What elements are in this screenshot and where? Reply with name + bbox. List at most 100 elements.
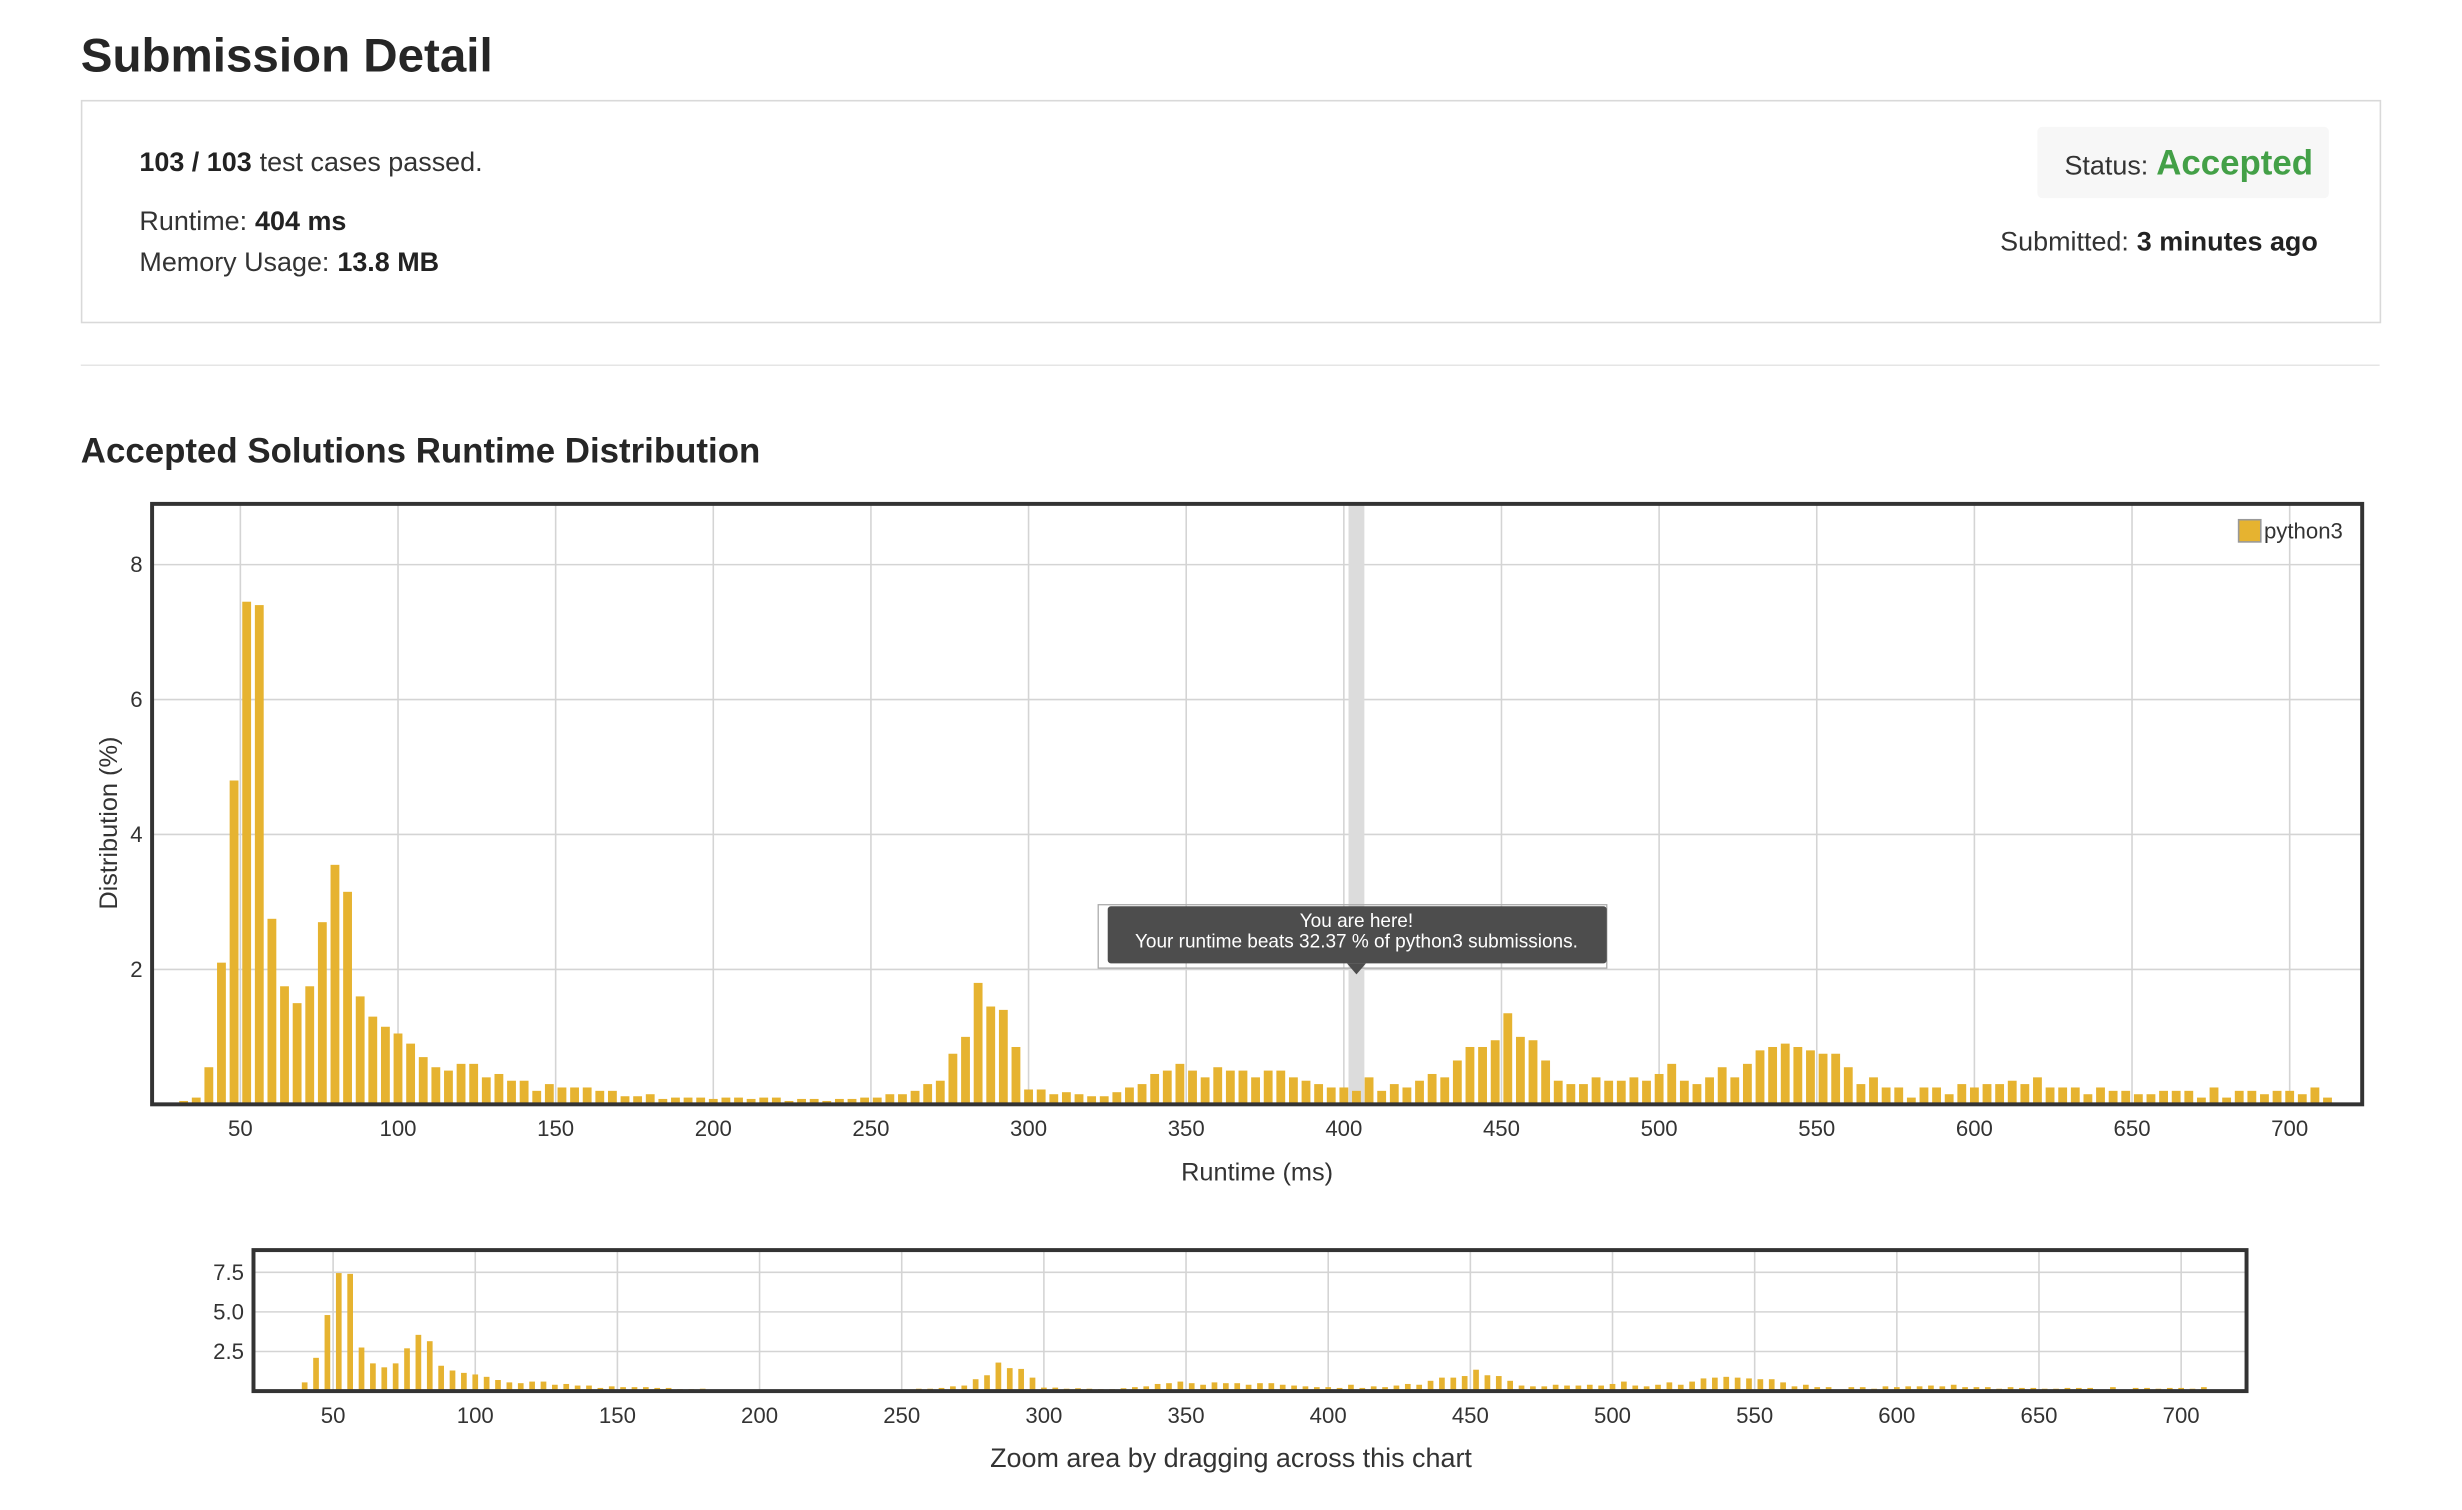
bar <box>544 1084 554 1105</box>
bar <box>330 864 340 1105</box>
y-tick-label: 7.5 <box>213 1260 244 1285</box>
runtime-value: 404 ms <box>255 206 346 236</box>
bar <box>301 1382 308 1392</box>
bar <box>1377 1090 1387 1105</box>
legend-swatch[interactable] <box>2237 518 2262 543</box>
bar <box>986 1006 996 1105</box>
bar <box>1667 1063 1677 1105</box>
bar <box>1495 1376 1502 1392</box>
bar <box>1882 1386 1889 1392</box>
y-tick-label: 5.0 <box>213 1299 244 1324</box>
bar <box>393 1033 403 1105</box>
plot-background[interactable] <box>253 1250 2247 1392</box>
bar <box>1541 1386 1548 1392</box>
bar <box>1643 1386 1650 1392</box>
bar <box>469 1063 479 1105</box>
bar <box>563 1383 570 1392</box>
bar <box>1074 1094 1084 1105</box>
bar <box>415 1334 422 1392</box>
bar <box>324 1315 331 1392</box>
bar <box>574 1385 581 1392</box>
bar <box>645 1094 655 1105</box>
bar <box>1654 1073 1664 1105</box>
bar <box>1478 1046 1487 1105</box>
bar <box>671 1097 680 1105</box>
chart-caption: Zoom area by dragging across this chart <box>990 1443 1472 1473</box>
bar <box>1314 1084 1324 1105</box>
bar <box>461 1372 467 1392</box>
bar <box>1712 1377 1718 1392</box>
bar <box>1018 1368 1024 1392</box>
bar <box>1276 1070 1286 1105</box>
x-axis-label: Runtime (ms) <box>1181 1158 1333 1186</box>
section-title: Accepted Solutions Runtime Distribution <box>81 432 760 471</box>
plot-background <box>152 503 2363 1105</box>
x-tick-label: 500 <box>1641 1116 1678 1141</box>
bar <box>438 1365 444 1392</box>
bar <box>1575 1385 1582 1392</box>
bar <box>1393 1385 1400 1392</box>
x-tick-label: 50 <box>228 1116 253 1141</box>
y-tick-label: 2.5 <box>213 1339 244 1364</box>
bar <box>696 1097 706 1105</box>
bar <box>973 982 983 1105</box>
bar <box>1245 1384 1252 1392</box>
bar <box>1677 1384 1684 1392</box>
bar <box>1806 1050 1815 1105</box>
bar <box>191 1097 201 1105</box>
bar <box>1982 1084 1992 1105</box>
x-tick-label: 300 <box>1010 1116 1047 1141</box>
bar <box>1515 1036 1525 1105</box>
bar <box>1928 1385 1934 1392</box>
status-value[interactable]: Accepted <box>2156 143 2313 182</box>
bar <box>1257 1383 1263 1392</box>
bar <box>1553 1080 1563 1105</box>
bar <box>242 601 252 1105</box>
bar <box>217 962 226 1105</box>
bar <box>734 1097 743 1105</box>
bar <box>948 1053 958 1105</box>
legend-label[interactable]: python3 <box>2264 518 2343 543</box>
bar <box>1251 1077 1260 1105</box>
bar <box>1404 1383 1411 1392</box>
bar <box>1856 1084 1866 1105</box>
x-tick-label: 550 <box>1736 1403 1773 1428</box>
bar <box>1125 1087 1134 1105</box>
bar <box>995 1362 1002 1392</box>
plot-frame[interactable] <box>251 1248 2249 1394</box>
bar <box>1200 1384 1206 1392</box>
x-tick-label: 600 <box>1878 1403 1915 1428</box>
bar <box>1087 1096 1097 1105</box>
bar <box>1780 1043 1790 1105</box>
runtime: Runtime: 404 ms <box>139 206 346 236</box>
bar <box>1507 1380 1514 1392</box>
x-tick-label: 250 <box>852 1116 889 1141</box>
x-tick-label: 150 <box>537 1116 574 1141</box>
bar <box>1213 1067 1223 1105</box>
y-tick-label: 4 <box>130 822 142 847</box>
bar <box>1803 1384 1809 1392</box>
page-title: Submission Detail <box>81 29 493 82</box>
bar <box>1061 1092 1071 1105</box>
bar <box>313 1357 319 1392</box>
bar <box>370 1363 376 1392</box>
bar <box>532 1090 542 1105</box>
bar <box>368 1016 378 1105</box>
bar <box>2222 1097 2232 1105</box>
bar <box>1415 1080 1424 1105</box>
bar <box>1692 1084 1702 1105</box>
bar <box>229 780 239 1105</box>
bar <box>472 1374 479 1392</box>
x-tick-label: 450 <box>1483 1116 1520 1141</box>
status-box <box>2037 126 2329 199</box>
bar <box>1364 1077 1374 1105</box>
bar <box>2020 1084 2030 1105</box>
bar <box>2247 1090 2257 1105</box>
bar <box>1746 1378 1752 1392</box>
bar <box>2108 1090 2118 1105</box>
bar <box>1780 1382 1786 1392</box>
bar <box>2209 1087 2219 1105</box>
x-tick-label: 350 <box>1168 1116 1205 1141</box>
bar <box>1717 1067 1727 1105</box>
bar <box>1705 1077 1714 1105</box>
